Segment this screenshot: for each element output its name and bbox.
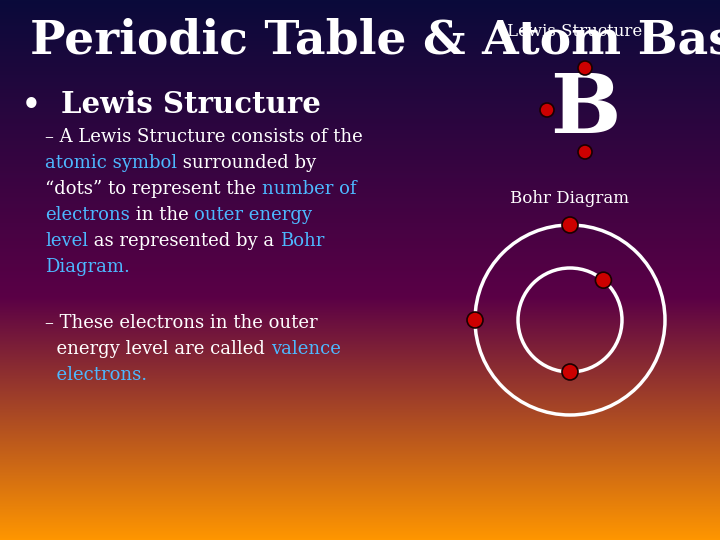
Circle shape bbox=[562, 217, 578, 233]
Circle shape bbox=[562, 364, 578, 380]
Circle shape bbox=[540, 103, 554, 117]
Text: valence: valence bbox=[271, 340, 341, 358]
Circle shape bbox=[578, 61, 592, 75]
Text: Bohr: Bohr bbox=[280, 232, 325, 250]
Circle shape bbox=[578, 145, 592, 159]
Text: electrons: electrons bbox=[45, 206, 130, 224]
Text: as represented by a: as represented by a bbox=[88, 232, 280, 250]
Text: – A Lewis Structure consists of the: – A Lewis Structure consists of the bbox=[45, 128, 363, 146]
Text: – These electrons in the outer: – These electrons in the outer bbox=[45, 314, 318, 332]
Text: “dots” to represent the: “dots” to represent the bbox=[45, 180, 261, 198]
Text: Lewis Structure: Lewis Structure bbox=[508, 23, 643, 40]
Text: level: level bbox=[45, 232, 88, 250]
Text: energy level are called: energy level are called bbox=[45, 340, 271, 358]
Text: Periodic Table & Atom Basics: Periodic Table & Atom Basics bbox=[30, 18, 720, 64]
Circle shape bbox=[595, 272, 611, 288]
Text: atomic symbol: atomic symbol bbox=[45, 154, 177, 172]
Text: •  Lewis Structure: • Lewis Structure bbox=[22, 90, 321, 119]
Text: outer energy: outer energy bbox=[194, 206, 312, 224]
Text: number of: number of bbox=[261, 180, 356, 198]
Circle shape bbox=[467, 312, 483, 328]
Text: surrounded by: surrounded by bbox=[177, 154, 316, 172]
Text: electrons.: electrons. bbox=[45, 366, 147, 384]
Text: in the: in the bbox=[130, 206, 194, 224]
Text: Bohr Diagram: Bohr Diagram bbox=[510, 190, 629, 207]
Text: Diagram.: Diagram. bbox=[45, 258, 130, 276]
Text: B: B bbox=[550, 70, 620, 150]
